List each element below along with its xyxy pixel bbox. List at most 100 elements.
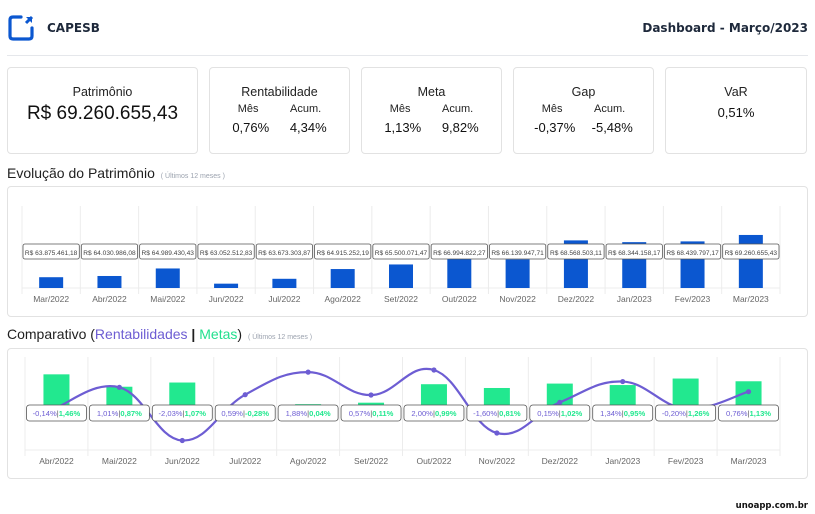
meta-bar xyxy=(295,404,322,405)
data-label-box xyxy=(255,243,313,260)
meta-label: 0,95% xyxy=(624,409,646,418)
rentabilidade-label: 1,01% xyxy=(97,409,119,418)
rentabilidade-label: 0,76% xyxy=(726,409,748,418)
logo-icon xyxy=(8,15,34,41)
x-tick-label: Ago/2022 xyxy=(324,294,361,304)
data-label-box xyxy=(466,404,528,422)
card-title: VaR xyxy=(724,85,748,99)
x-tick-label: Out/2022 xyxy=(416,456,451,466)
data-label-box xyxy=(663,243,722,260)
label-separator: | xyxy=(497,409,499,418)
section-title-text: Comparativo ( xyxy=(7,326,95,342)
section-title-evolucao: Evolução do Patrimônio ( Últimos 12 mese… xyxy=(7,165,225,181)
data-label: 0,57%|0,11% xyxy=(349,409,394,418)
card-title: Rentabilidade xyxy=(241,85,318,99)
bar xyxy=(97,275,122,288)
chart-comparativo-panel: -0,14%|1,46% Abr/2022 1,01%|0,87% Mai/2022-… xyxy=(7,348,808,479)
data-label-box xyxy=(277,404,339,422)
data-label: 0,15%|1,02% xyxy=(537,409,582,418)
x-tick-label: Set/2022 xyxy=(384,294,418,304)
legend-rentabilidades: Rentabilidades xyxy=(94,326,188,342)
rentabilidade-label: 0,57% xyxy=(349,409,371,418)
data-label: R$ 63.673.303,87 xyxy=(258,250,311,257)
x-tick-label: Nov/2022 xyxy=(499,294,536,304)
bar xyxy=(330,269,355,288)
legend-separator: | xyxy=(187,326,200,342)
card-title: Patrimônio xyxy=(72,85,133,99)
meta-label: 1,46% xyxy=(59,409,81,418)
x-tick-label: Jul/2022 xyxy=(268,294,300,304)
x-tick-label: Jan/2023 xyxy=(605,456,640,466)
data-label-box xyxy=(489,243,547,260)
data-label-box xyxy=(430,243,488,260)
meta-label: 1,07% xyxy=(185,409,207,418)
label-separator: | xyxy=(559,409,561,418)
mes-label: Mês xyxy=(541,103,563,115)
rentabilidade-point xyxy=(431,367,437,373)
rentabilidade-point xyxy=(242,392,248,398)
data-label: R$ 64.030.986,08 xyxy=(83,250,136,257)
x-tick-label: Nov/2022 xyxy=(479,456,516,466)
section-title-suffix: ) xyxy=(237,326,243,342)
patrimonio-value: R$ 69.260.655,43 xyxy=(26,103,179,124)
rentabilidade-label: 1,88% xyxy=(286,409,308,418)
meta-label: 0,81% xyxy=(499,409,521,418)
meta-mes: 1,13% xyxy=(384,120,422,135)
rentabilidade-point xyxy=(368,392,374,398)
rentabilidade-point xyxy=(745,389,752,395)
x-tick-label: Dez/2022 xyxy=(558,294,595,304)
chart-evolucao-panel: R$ 63.875.461,18 Mar/2022 R$ 64.030.986,08… xyxy=(7,186,808,317)
bar xyxy=(39,277,64,288)
label-separator: | xyxy=(118,409,120,418)
meta-bar xyxy=(483,387,510,405)
meta-label: 0,11% xyxy=(372,409,393,418)
dashboard-title: Dashboard - Março/2023 xyxy=(642,21,808,35)
data-label-box xyxy=(214,404,276,422)
data-label-box xyxy=(26,404,87,422)
section-title-comparativo: Comparativo (Rentabilidades | Metas) ( Ú… xyxy=(7,326,312,342)
data-label: R$ 65.500.071,47 xyxy=(375,250,428,257)
x-tick-label: Jul/2022 xyxy=(229,456,261,466)
label-separator: | xyxy=(307,409,309,418)
rentabilidade-label: -1,60% xyxy=(473,409,497,418)
rentabilidade-point xyxy=(620,378,626,385)
section-hint: ( Últimos 12 meses ) xyxy=(247,334,313,341)
card-gap: Gap Mês Acum. -0,37% -5,48% xyxy=(513,67,654,154)
rentabilidade-label: -0,14% xyxy=(33,409,57,418)
meta-acum: 9,82% xyxy=(441,120,479,135)
label-separator: | xyxy=(433,409,435,418)
rentabilidade-point xyxy=(557,399,563,405)
x-tick-label: Set/2022 xyxy=(354,456,388,466)
data-label-box xyxy=(151,404,213,422)
label-separator: | xyxy=(370,409,372,418)
x-tick-label: Fev/2023 xyxy=(668,456,704,466)
meta-bar xyxy=(358,402,385,405)
gap-acum: -5,48% xyxy=(591,120,633,135)
label-separator: | xyxy=(183,409,185,418)
x-tick-label: Out/2022 xyxy=(442,294,477,304)
data-label-box xyxy=(22,243,80,260)
x-tick-label: Dez/2022 xyxy=(542,456,579,466)
var-value: 0,51% xyxy=(717,105,755,120)
card-patrimonio: Patrimônio R$ 69.260.655,43 xyxy=(7,67,198,154)
card-title: Gap xyxy=(571,85,596,99)
brand-name: CAPESB xyxy=(47,21,100,35)
meta-label: 0,04% xyxy=(309,409,331,418)
data-label-box xyxy=(139,243,197,260)
data-label: R$ 68.439.797,17 xyxy=(666,250,719,257)
meta-label: 1,26% xyxy=(688,409,710,418)
data-label-box xyxy=(314,243,372,260)
card-meta: Meta Mês Acum. 1,13% 9,82% xyxy=(361,67,502,154)
rentabilidade-label: 2,00% xyxy=(411,409,433,418)
meta-label: 0,99% xyxy=(435,409,457,418)
rentabilidade-label: -2,03% xyxy=(158,409,182,418)
section-title-text: Evolução do Patrimônio xyxy=(7,165,155,181)
x-tick-label: Abr/2022 xyxy=(39,456,74,466)
data-label: R$ 64.989.430,43 xyxy=(142,250,195,257)
data-label: R$ 63.875.461,18 xyxy=(25,250,78,257)
legend-metas: Metas xyxy=(199,326,238,342)
data-label: R$ 68.568.503,11 xyxy=(550,250,602,257)
meta-label: 1,02% xyxy=(561,409,583,418)
footer-link[interactable]: unoapp.com.br xyxy=(735,501,808,511)
data-label-box xyxy=(592,404,654,422)
